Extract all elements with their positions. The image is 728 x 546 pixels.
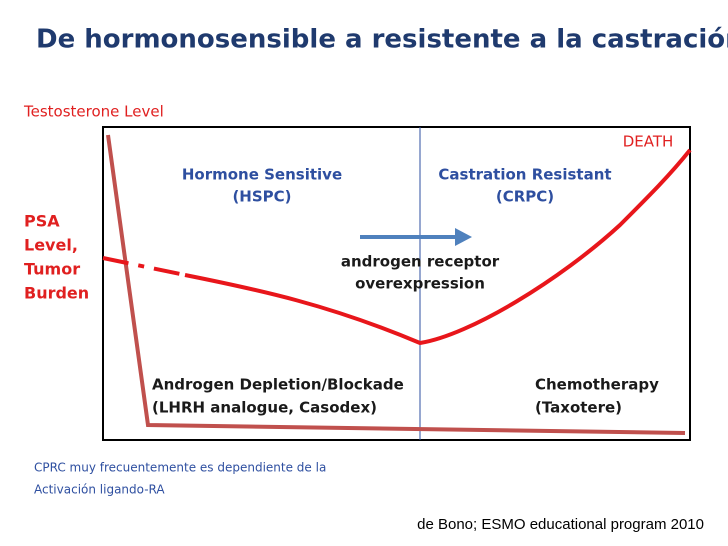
phase-abbr: (CRPC)	[496, 188, 554, 206]
psa-label: PSA	[24, 212, 60, 231]
treatment-name: Androgen Depletion/Blockade	[152, 376, 404, 394]
psa-label: Burden	[24, 284, 89, 303]
treatment-detail: (Taxotere)	[535, 399, 622, 417]
note-line: CPRC muy frecuentemente es dependiente d…	[34, 461, 326, 475]
psa-label: Level,	[24, 236, 78, 255]
psa-curve-dashed	[102, 256, 186, 277]
phase-abbr: (HSPC)	[232, 188, 291, 206]
citation: de Bono; ESMO educational program 2010	[417, 516, 704, 533]
slide-title: De hormonosensible a resistente a la cas…	[36, 25, 728, 55]
note-line: Activación ligando-RA	[34, 483, 165, 497]
phase-name: Castration Resistant	[438, 166, 611, 184]
arrow-head	[455, 228, 472, 246]
endpoint-label: DEATH	[623, 133, 674, 151]
treatment-name: Chemotherapy	[535, 376, 659, 394]
testosterone-curve	[106, 134, 686, 435]
mechanism-label: overexpression	[355, 275, 485, 293]
treatment-detail: (LHRH analogue, Casodex)	[152, 399, 377, 417]
psa-label: Tumor	[24, 260, 80, 279]
testosterone-label: Testosterone Level	[23, 103, 164, 121]
mechanism-label: androgen receptor	[341, 253, 500, 271]
psa-curve	[184, 148, 692, 346]
plot-frame	[102, 126, 691, 441]
phase-name: Hormone Sensitive	[182, 166, 342, 184]
